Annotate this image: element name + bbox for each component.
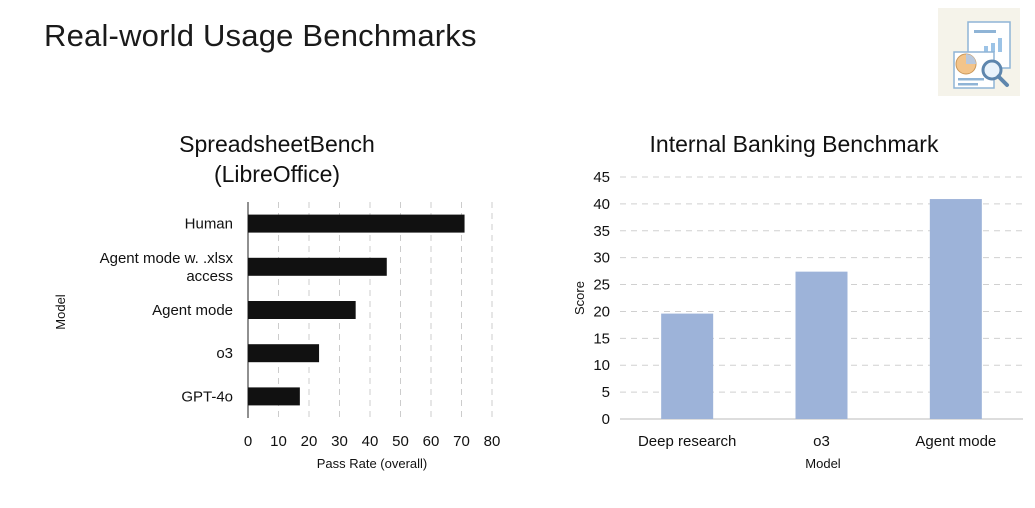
category-label: Human xyxy=(185,216,233,233)
y-tick-label: 45 xyxy=(593,169,610,186)
category-label: Agent mode xyxy=(152,302,233,319)
x-tick-label: 10 xyxy=(270,433,287,450)
y-tick-label: 40 xyxy=(593,196,610,213)
bar-o3 xyxy=(795,271,848,419)
x-tick-label: 0 xyxy=(244,433,252,450)
bar-deep-research xyxy=(661,313,714,419)
y-tick-label: 5 xyxy=(602,384,610,401)
chart-title-line-2: (LibreOffice) xyxy=(214,161,340,187)
y-axis-label: Score xyxy=(572,281,587,315)
x-tick-label: 40 xyxy=(362,433,379,450)
bar-gpt-4o xyxy=(248,387,300,406)
y-tick-label: 30 xyxy=(593,250,610,267)
category-label: o3 xyxy=(216,345,233,362)
category-label: GPT-4o xyxy=(181,388,233,405)
x-tick-label: 80 xyxy=(484,433,501,450)
spreadsheetbench-chart: SpreadsheetBench (LibreOffice) Human Agen… xyxy=(53,131,501,471)
page-title: Real-world Usage Benchmarks xyxy=(44,18,477,53)
y-tick-label: 20 xyxy=(593,303,610,320)
x-axis-label: Model xyxy=(805,456,841,471)
bar-agent-mode xyxy=(248,301,356,319)
bar-agent-mode-w-xlsx-access xyxy=(248,257,387,276)
bar-human xyxy=(248,214,465,233)
category-label: Deep research xyxy=(638,433,736,450)
internal-banking-chart: Internal Banking Benchmark 0 5 10 15 20 25 30 3… xyxy=(572,131,1023,471)
chart-title-line-1: SpreadsheetBench xyxy=(179,131,375,157)
y-tick-label: 0 xyxy=(602,411,610,428)
category-label: Agent mode w. .xlsx xyxy=(100,250,234,267)
y-axis-label: Model xyxy=(53,294,68,330)
y-tick-label: 10 xyxy=(593,357,610,374)
category-label: access xyxy=(186,268,233,285)
x-tick-label: 50 xyxy=(392,433,409,450)
y-tick-label: 15 xyxy=(593,330,610,347)
chart-title: Internal Banking Benchmark xyxy=(650,131,939,157)
y-tick-label: 35 xyxy=(593,223,610,240)
bar-agent-mode xyxy=(929,199,982,419)
x-tick-label: 30 xyxy=(331,433,348,450)
x-tick-label: 60 xyxy=(423,433,440,450)
bar-o3 xyxy=(248,344,320,363)
x-tick-label: 20 xyxy=(301,433,318,450)
category-label: Agent mode xyxy=(915,433,996,450)
y-tick-label: 25 xyxy=(593,277,610,294)
x-tick-label: 70 xyxy=(453,433,470,450)
report-magnifier-icon xyxy=(938,8,1020,96)
category-label: o3 xyxy=(813,433,830,450)
x-axis-label: Pass Rate (overall) xyxy=(317,456,428,471)
